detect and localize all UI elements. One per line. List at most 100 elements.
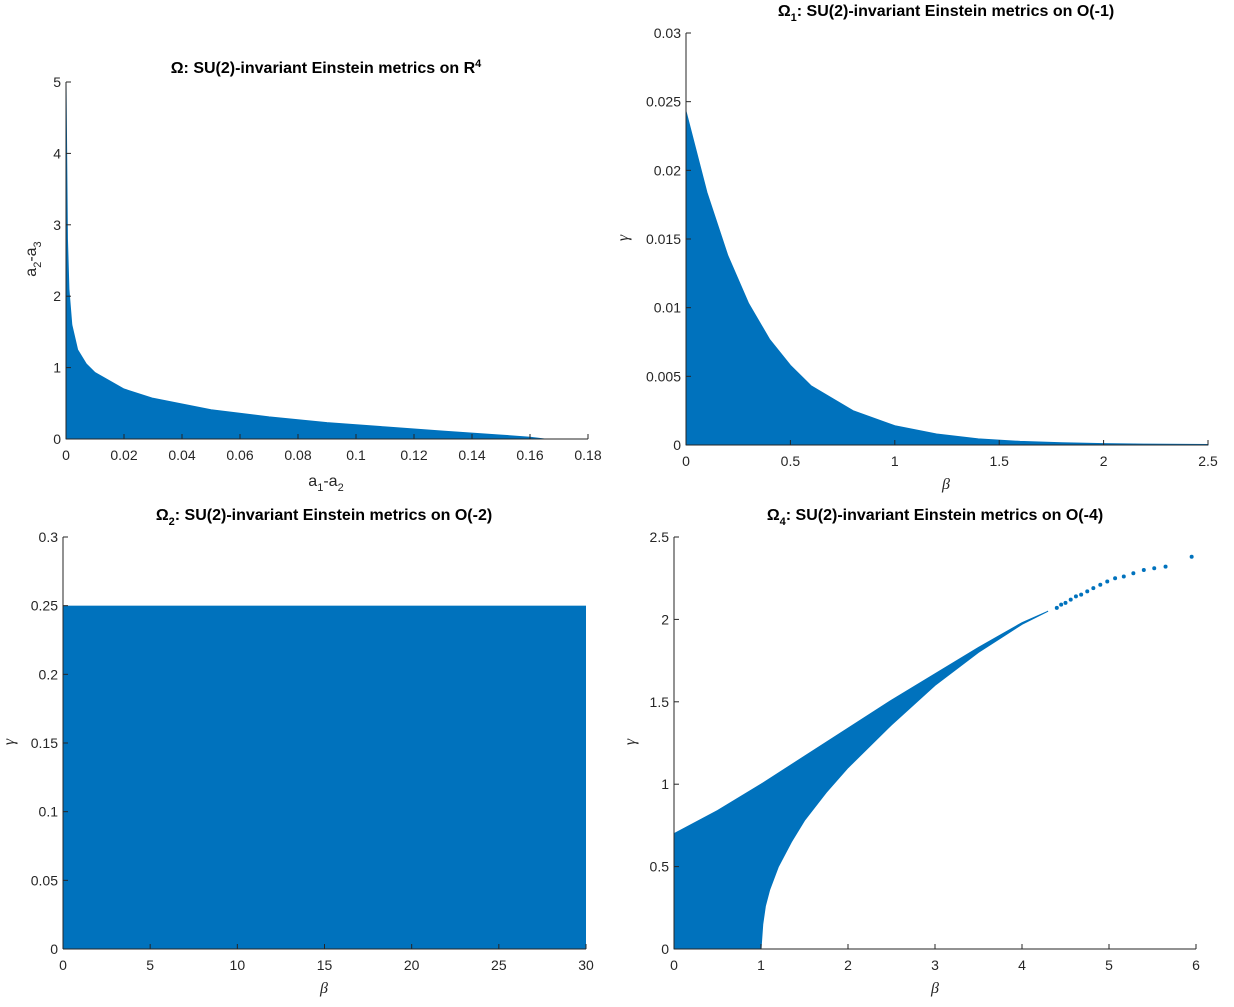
omega4-tail-point xyxy=(1068,597,1073,602)
omega2-region xyxy=(63,605,586,949)
omega4-x-tick-label: 4 xyxy=(1018,957,1026,973)
omega4-x-tick-label: 0 xyxy=(670,957,678,973)
omega-ylabel: a2-a3 xyxy=(23,241,44,276)
omega4-tail-point xyxy=(1141,567,1146,572)
omega2-y-tick-label: 0.3 xyxy=(39,529,59,545)
omega1-axes xyxy=(685,32,1209,446)
omega4-tick-labels: 0 1 2 3 4 5 6 0 0.5 1 1.5 2 2.5 xyxy=(650,529,1201,973)
omega1-y-tick-label: 0.03 xyxy=(654,25,681,41)
omega4-tail-point xyxy=(1054,605,1059,610)
omega2-x-tick-label: 25 xyxy=(491,957,507,973)
omega-x-tick-label: 0.12 xyxy=(400,447,427,463)
omega-y-tick-label: 4 xyxy=(53,145,61,161)
omega-x-tick-label: 0.02 xyxy=(110,447,137,463)
panel-omega: 0 0.02 0.04 0.06 0.08 0.1 0.12 0.14 0.16 0.18 0 1 2 3… xyxy=(23,58,602,494)
omega1-region xyxy=(685,111,1209,446)
omega-x-tick-label: 0.04 xyxy=(168,447,195,463)
omega4-x-tick-label: 2 xyxy=(844,957,852,973)
omega2-axes xyxy=(62,536,587,950)
omega-y-tick-label: 3 xyxy=(53,217,61,233)
omega4-x-tick-label: 3 xyxy=(931,957,939,973)
omega2-y-tick-label: 0.05 xyxy=(31,872,58,888)
omega2-y-tick-label: 0 xyxy=(50,941,58,957)
omega1-region-layer xyxy=(685,111,1209,446)
omega2-x-tick-label: 5 xyxy=(146,957,154,973)
omega-x-tick-label: 0.14 xyxy=(458,447,485,463)
omega1-y-tick-label: 0.005 xyxy=(646,368,681,384)
omega1-y-tick-label: 0 xyxy=(673,437,681,453)
omega4-tail-point xyxy=(1098,582,1103,587)
omega-region-layer xyxy=(65,81,545,440)
omega-x-tick-label: 0.06 xyxy=(226,447,253,463)
omega4-region xyxy=(673,610,1049,950)
omega4-y-tick-label: 1.5 xyxy=(650,694,670,710)
omega4-axes xyxy=(673,536,1197,950)
panel-omega2: 0 5 10 15 20 25 30 0 0.05 0.1 0.15 0.2 0.25 0.3 Ω2: S… xyxy=(1,507,594,997)
omega4-tail-point xyxy=(1131,571,1136,576)
omega1-x-tick-label: 0.5 xyxy=(781,453,801,469)
omega1-y-tick-label: 0.02 xyxy=(654,162,681,178)
omega2-region-layer xyxy=(63,605,586,949)
omega2-x-tick-label: 0 xyxy=(59,957,67,973)
omega2-y-tick-label: 0.25 xyxy=(31,598,58,614)
omega2-ylabel: γ xyxy=(1,738,18,745)
omega4-tail-point xyxy=(1091,586,1096,591)
omega1-x-tick-label: 2.5 xyxy=(1198,453,1218,469)
omega-y-tick-label: 1 xyxy=(53,360,61,376)
omega4-tail-point xyxy=(1073,594,1078,599)
omega-title: Ω: SU(2)-invariant Einstein metrics on R… xyxy=(171,58,482,77)
omega2-x-tick-label: 10 xyxy=(230,957,246,973)
omega1-title: Ω1: SU(2)-invariant Einstein metrics on … xyxy=(778,3,1114,24)
omega1-y-tick-label: 0.025 xyxy=(646,94,681,110)
omega2-xlabel: β xyxy=(319,980,328,997)
omega-x-tick-label: 0.1 xyxy=(346,447,366,463)
omega-x-tick-label: 0.08 xyxy=(284,447,311,463)
omega1-x-tick-label: 1.5 xyxy=(989,453,1009,469)
omega4-tail-point xyxy=(1085,589,1090,594)
omega1-x-tick-label: 0 xyxy=(682,453,690,469)
omega-y-tick-label: 0 xyxy=(53,431,61,447)
omega-y-tick-label: 2 xyxy=(53,288,61,304)
omega4-tail-point xyxy=(1163,564,1168,569)
omega-x-tick-label: 0.16 xyxy=(516,447,543,463)
omega4-x-tick-label: 6 xyxy=(1192,957,1200,973)
omega1-tick-labels: 0 0.5 1 1.5 2 2.5 0 0.005 0.01 0.015 0.02 0.025 0.03 xyxy=(646,25,1218,469)
omega4-x-tick-label: 1 xyxy=(757,957,765,973)
omega1-xlabel: β xyxy=(941,476,950,493)
omega4-y-tick-label: 1 xyxy=(661,776,669,792)
omega4-x-tick-label: 5 xyxy=(1105,957,1113,973)
panel-omega4: 0 1 2 3 4 5 6 0 0.5 1 1.5 2 2.5 Ω4: SU(2)-invariant … xyxy=(622,507,1200,997)
omega2-x-tick-label: 15 xyxy=(317,957,333,973)
omega4-y-tick-label: 2 xyxy=(661,611,669,627)
omega-region xyxy=(65,81,545,440)
omega4-xlabel: β xyxy=(930,980,939,997)
omega4-region-layer xyxy=(673,554,1194,950)
omega2-y-tick-label: 0.15 xyxy=(31,735,58,751)
omega2-x-tick-label: 20 xyxy=(404,957,420,973)
omega4-tail-point xyxy=(1152,566,1157,571)
omega-y-tick-label: 5 xyxy=(53,74,61,90)
omega1-y-tick-label: 0.015 xyxy=(646,231,681,247)
omega4-tail-point xyxy=(1121,574,1126,579)
omega4-tail-point xyxy=(1105,579,1110,584)
omega2-tick-labels: 0 5 10 15 20 25 30 0 0.05 0.1 0.15 0.2 0.25 0.3 xyxy=(31,529,594,973)
omega-tick-labels: 0 0.02 0.04 0.06 0.08 0.1 0.12 0.14 0.16 0.18 0 1 2 3… xyxy=(53,74,602,463)
omega4-title: Ω4: SU(2)-invariant Einstein metrics on … xyxy=(767,507,1103,528)
omega4-y-tick-label: 0 xyxy=(661,941,669,957)
omega4-y-tick-label: 0.5 xyxy=(650,859,670,875)
omega-axes xyxy=(65,81,589,440)
omega2-x-tick-label: 30 xyxy=(578,957,594,973)
omega1-ylabel: γ xyxy=(615,234,632,241)
omega-x-tick-label: 0 xyxy=(62,447,70,463)
omega2-title: Ω2: SU(2)-invariant Einstein metrics on … xyxy=(156,507,492,528)
omega4-y-tick-label: 2.5 xyxy=(650,529,670,545)
panel-omega1: 0 0.5 1 1.5 2 2.5 0 0.005 0.01 0.015 0.02 0.025 0.03… xyxy=(615,3,1218,493)
omega4-tail-point xyxy=(1063,600,1068,605)
omega1-y-tick-label: 0.01 xyxy=(654,300,681,316)
omega2-y-tick-label: 0.2 xyxy=(39,666,59,682)
omega2-y-tick-label: 0.1 xyxy=(39,804,59,820)
omega1-x-tick-label: 1 xyxy=(891,453,899,469)
omega4-ylabel: γ xyxy=(622,738,639,745)
omega-xlabel: a1-a2 xyxy=(308,473,343,494)
